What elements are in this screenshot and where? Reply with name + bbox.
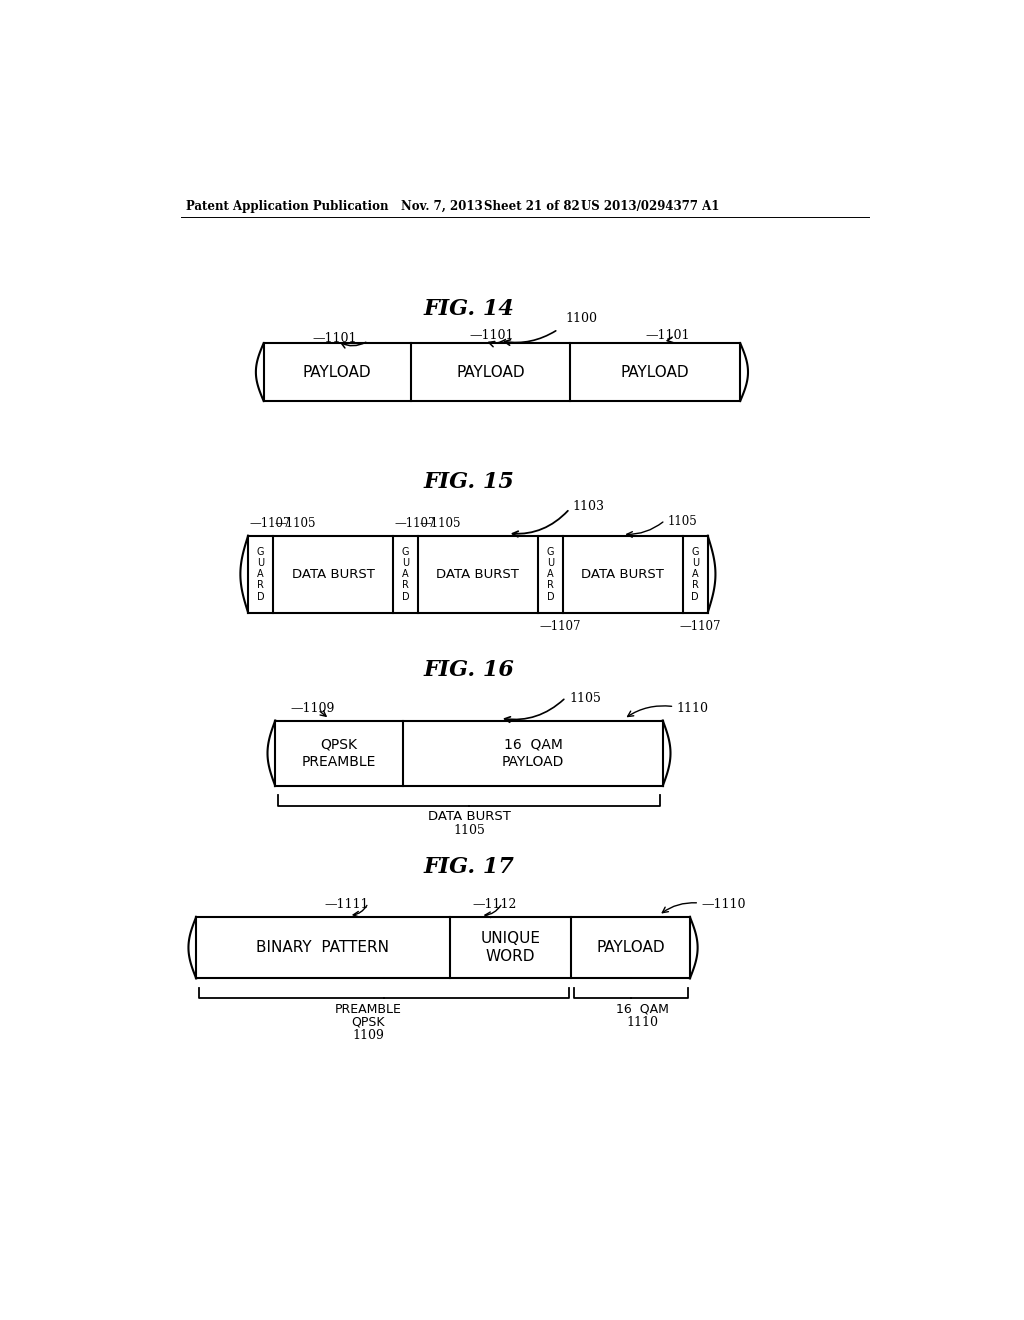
Text: —1107: —1107 <box>540 620 581 634</box>
Text: DATA BURST: DATA BURST <box>436 568 519 581</box>
Text: 1109: 1109 <box>352 1028 384 1041</box>
Text: —1105: —1105 <box>274 517 316 529</box>
Text: 1110: 1110 <box>677 702 709 714</box>
Text: QPSK: QPSK <box>351 1016 385 1028</box>
Text: 1100: 1100 <box>566 313 598 326</box>
Text: FIG. 15: FIG. 15 <box>424 471 514 492</box>
Text: 1105: 1105 <box>453 824 485 837</box>
Text: —1111: —1111 <box>325 898 370 911</box>
Text: G
U
A
R
D: G U A R D <box>691 546 699 602</box>
Text: PREAMBLE: PREAMBLE <box>335 1003 401 1016</box>
Text: —1110: —1110 <box>701 898 746 911</box>
Text: BINARY  PATTERN: BINARY PATTERN <box>256 940 389 956</box>
Text: —1109: —1109 <box>291 702 335 714</box>
Text: G
U
A
R
D: G U A R D <box>547 546 554 602</box>
Text: PAYLOAD: PAYLOAD <box>456 364 524 380</box>
Text: 1103: 1103 <box>572 500 605 513</box>
Text: —1107: —1107 <box>250 517 291 529</box>
Text: DATA BURST: DATA BURST <box>292 568 375 581</box>
Text: Nov. 7, 2013: Nov. 7, 2013 <box>400 199 482 213</box>
Text: 1105: 1105 <box>668 515 697 528</box>
Text: G
U
A
R
D: G U A R D <box>401 546 410 602</box>
Text: —1105: —1105 <box>420 517 461 529</box>
Text: Sheet 21 of 82: Sheet 21 of 82 <box>484 199 581 213</box>
Text: DATA BURST: DATA BURST <box>582 568 665 581</box>
Text: Patent Application Publication: Patent Application Publication <box>186 199 389 213</box>
Text: 1110: 1110 <box>627 1016 658 1028</box>
Text: 16  QAM: 16 QAM <box>615 1003 669 1016</box>
Text: —1107: —1107 <box>680 620 721 634</box>
Text: PAYLOAD: PAYLOAD <box>303 364 372 380</box>
Text: FIG. 17: FIG. 17 <box>424 855 514 878</box>
Text: DATA BURST: DATA BURST <box>428 810 510 824</box>
Text: US 2013/0294377 A1: US 2013/0294377 A1 <box>582 199 720 213</box>
Text: FIG. 14: FIG. 14 <box>424 297 514 319</box>
Text: QPSK
PREAMBLE: QPSK PREAMBLE <box>302 738 377 768</box>
Text: G
U
A
R
D: G U A R D <box>257 546 264 602</box>
Text: —1101: —1101 <box>312 333 357 345</box>
Text: 1105: 1105 <box>569 693 601 705</box>
Text: UNIQUE
WORD: UNIQUE WORD <box>480 931 541 965</box>
Text: —1112: —1112 <box>473 898 517 911</box>
Text: —1107: —1107 <box>394 517 436 529</box>
Text: FIG. 16: FIG. 16 <box>424 660 514 681</box>
Text: PAYLOAD: PAYLOAD <box>621 364 689 380</box>
Text: PAYLOAD: PAYLOAD <box>596 940 665 956</box>
Text: —1101: —1101 <box>469 329 513 342</box>
Text: 16  QAM
PAYLOAD: 16 QAM PAYLOAD <box>502 738 564 768</box>
Text: —1101: —1101 <box>646 329 690 342</box>
